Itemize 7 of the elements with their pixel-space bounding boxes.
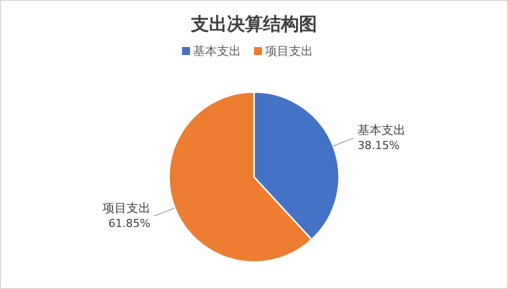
data-label: 38.15% (358, 139, 400, 152)
slice-label: 项目支出 (102, 200, 150, 215)
chart-title: 支出决算结构图 (190, 14, 317, 35)
data-label: 61.85% (108, 216, 150, 230)
legend-label: 项目支出 (265, 44, 313, 58)
slice-label: 基本支出 (358, 123, 406, 138)
legend-label: 基本支出 (193, 44, 241, 58)
